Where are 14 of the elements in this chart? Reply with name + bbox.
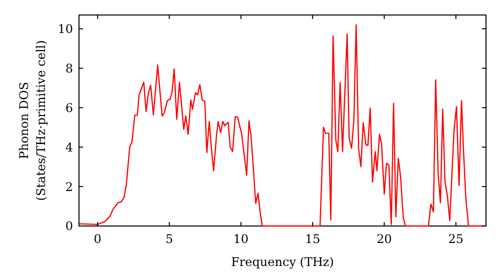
x-tick-label: 10 — [233, 232, 249, 246]
x-axis-title: Frequency (THz) — [231, 255, 334, 269]
x-tick-label: 0 — [94, 232, 102, 246]
y-tick-label: 8 — [65, 61, 73, 76]
y-tick-label: 2 — [65, 180, 73, 194]
y-tick-label: 6 — [65, 100, 73, 115]
y-axis-title: Phonon DOS (States/THz·primitive cell) — [17, 40, 48, 201]
y-tick-label: 0 — [65, 219, 73, 234]
y-tick-label: 10 — [58, 22, 73, 36]
x-tick-label: 5 — [165, 232, 174, 246]
x-tick-label: 15 — [304, 232, 320, 246]
x-tick-label: 25 — [448, 232, 464, 246]
y-tick-label: 4 — [65, 140, 74, 154]
x-tick-label: 20 — [376, 232, 392, 246]
